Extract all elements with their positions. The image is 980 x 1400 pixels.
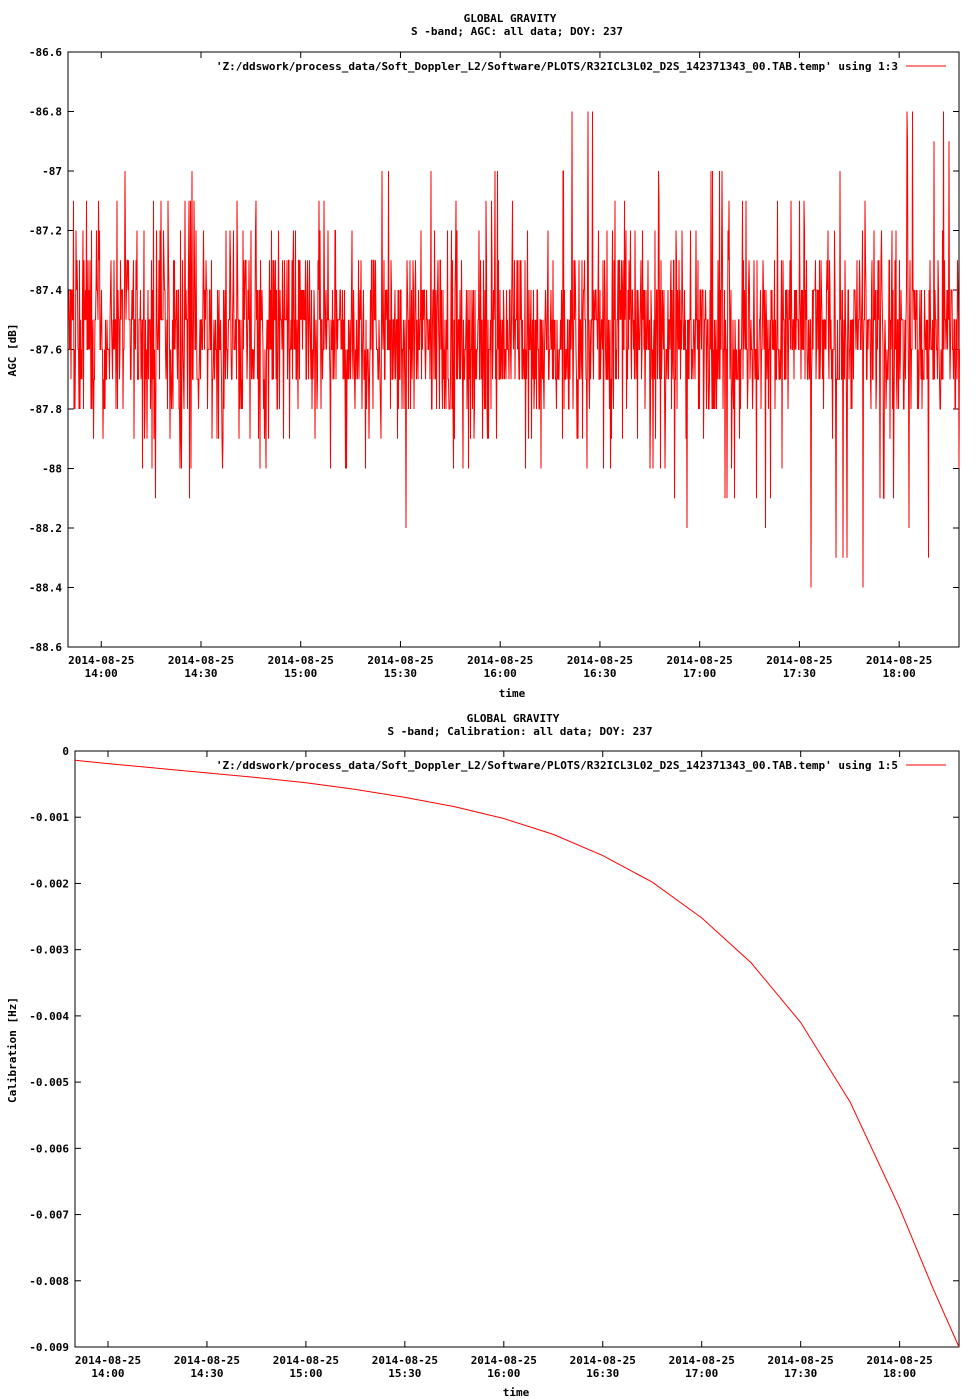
calibration-y-tick-label: -0.008	[29, 1275, 69, 1288]
calibration-y-tick-label: -0.009	[29, 1341, 69, 1354]
calibration-plot-frame	[74, 750, 960, 1348]
agc-x-tick-time: 17:00	[683, 667, 716, 680]
agc-x-tick-date: 2014-08-25	[68, 654, 134, 667]
calibration-x-tick-date: 2014-08-25	[372, 1354, 438, 1367]
agc-x-tick-time: 15:30	[384, 667, 417, 680]
agc-x-tick-time: 14:30	[184, 667, 217, 680]
agc-x-tick-time: 18:00	[883, 667, 916, 680]
agc-x-tick-date: 2014-08-25	[168, 654, 234, 667]
agc-y-tick-label: -87.2	[29, 225, 62, 238]
series-line	[68, 111, 960, 588]
agc-x-tick-date: 2014-08-25	[866, 654, 932, 667]
calibration-x-tick-date: 2014-08-25	[867, 1354, 933, 1367]
calibration-x-tick-time: 15:30	[388, 1367, 421, 1380]
agc-x-tick-time: 17:30	[783, 667, 816, 680]
calibration-y-tick-label: -0.006	[29, 1142, 69, 1155]
calibration-y-axis-label: Calibration [Hz]	[6, 997, 19, 1103]
calibration-y-tick-label: -0.005	[29, 1076, 69, 1089]
calibration-x-tick-time: 17:00	[685, 1367, 718, 1380]
calibration-y-tick-label: -0.004	[29, 1010, 69, 1023]
calibration-x-tick-date: 2014-08-25	[570, 1354, 636, 1367]
agc-series	[68, 111, 960, 588]
agc-x-tick-time: 16:00	[484, 667, 517, 680]
calibration-series	[74, 759, 960, 1348]
calibration-x-tick-date: 2014-08-25	[471, 1354, 537, 1367]
agc-y-tick-label: -87.6	[29, 344, 62, 357]
agc-chart-title: GLOBAL GRAVITY	[464, 12, 557, 25]
calibration-y-tick-label: -0.002	[29, 877, 69, 890]
agc-x-tick-date: 2014-08-25	[766, 654, 832, 667]
agc-x-tick-time: 16:30	[583, 667, 616, 680]
agc-y-tick-label: -86.6	[29, 46, 62, 59]
agc-y-tick-label: -86.8	[29, 106, 62, 119]
series-line	[74, 759, 960, 1348]
calibration-x-tick-date: 2014-08-25	[174, 1354, 240, 1367]
calibration-x-axis: 2014-08-2514:002014-08-2514:302014-08-25…	[75, 751, 933, 1380]
agc-y-axis-label: AGC [dB]	[6, 324, 19, 377]
calibration-y-tick-label: -0.007	[29, 1209, 69, 1222]
agc-x-tick-date: 2014-08-25	[367, 654, 433, 667]
agc-y-tick-label: -87	[42, 165, 62, 178]
calibration-y-tick-label: -0.001	[29, 811, 69, 824]
calibration-chart-subtitle: S -band; Calibration: all data; DOY: 237	[388, 725, 653, 738]
calibration-x-tick-time: 15:00	[289, 1367, 322, 1380]
calibration-y-axis: 0 -0.001 -0.002 -0.003 -0.004 -0.005 -0.006 -0.…	[29, 745, 959, 1354]
agc-chart: GLOBAL GRAVITY S -band; AGC: all data; D…	[6, 12, 960, 700]
agc-x-tick-time: 14:00	[85, 667, 118, 680]
agc-y-axis: -86.6 -86.8 -87 -87.2 -87.4 -87.6 -87.8 -88 -88.…	[29, 46, 959, 654]
agc-chart-subtitle: S -band; AGC: all data; DOY: 237	[411, 25, 623, 38]
agc-y-tick-label: -88.4	[29, 582, 62, 595]
agc-y-tick-label: -88.6	[29, 641, 62, 654]
calibration-legend-label: 'Z:/ddswork/process_data/Soft_Doppler_L2…	[216, 759, 898, 772]
calibration-x-tick-date: 2014-08-25	[768, 1354, 834, 1367]
calibration-x-tick-time: 14:30	[190, 1367, 223, 1380]
agc-x-tick-date: 2014-08-25	[667, 654, 733, 667]
calibration-y-tick-label: 0	[62, 745, 69, 758]
calibration-x-tick-date: 2014-08-25	[75, 1354, 141, 1367]
agc-x-tick-time: 15:00	[284, 667, 317, 680]
agc-x-axis: 2014-08-2514:002014-08-2514:302014-08-25…	[68, 52, 932, 680]
agc-y-tick-label: -88	[42, 463, 62, 476]
calibration-x-tick-date: 2014-08-25	[273, 1354, 339, 1367]
agc-legend-label: 'Z:/ddswork/process_data/Soft_Doppler_L2…	[216, 60, 898, 73]
agc-y-tick-label: -87.8	[29, 403, 62, 416]
agc-x-tick-date: 2014-08-25	[467, 654, 533, 667]
calibration-chart-title: GLOBAL GRAVITY	[467, 712, 560, 725]
calibration-x-tick-time: 14:00	[91, 1367, 124, 1380]
calibration-x-tick-time: 18:00	[883, 1367, 916, 1380]
agc-x-axis-label: time	[499, 687, 526, 700]
calibration-x-tick-time: 16:00	[487, 1367, 520, 1380]
calibration-x-tick-time: 16:30	[586, 1367, 619, 1380]
agc-x-tick-date: 2014-08-25	[268, 654, 334, 667]
calibration-x-axis-label: time	[503, 1386, 530, 1399]
calibration-chart: GLOBAL GRAVITY S -band; Calibration: all…	[6, 712, 960, 1399]
agc-y-tick-label: -88.2	[29, 522, 62, 535]
agc-y-tick-label: -87.4	[29, 284, 62, 297]
agc-x-tick-date: 2014-08-25	[567, 654, 633, 667]
calibration-x-tick-time: 17:30	[784, 1367, 817, 1380]
calibration-y-tick-label: -0.003	[29, 944, 69, 957]
calibration-x-tick-date: 2014-08-25	[669, 1354, 735, 1367]
